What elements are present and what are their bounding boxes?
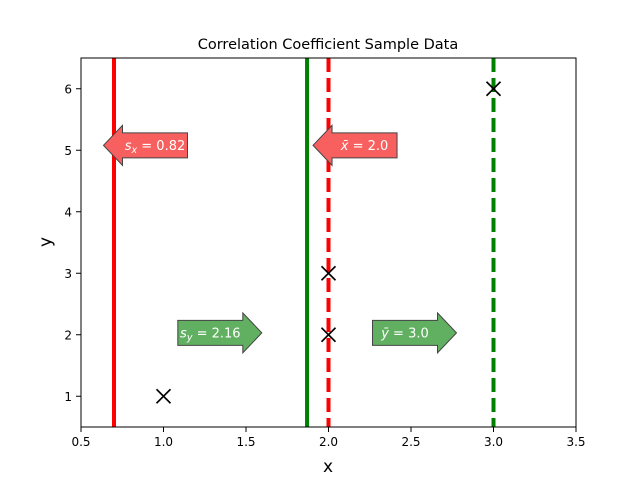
annotation-arrow-3: sy = 2.16 (177, 311, 263, 355)
annotation-arrow-shape (372, 311, 458, 355)
annotation-label: x̄ = 2.0 (340, 139, 389, 154)
y-tick-label: 1 (64, 390, 72, 404)
data-point-4 (485, 81, 502, 97)
x-axis-label: x (323, 457, 333, 477)
x-tick-label: 1.5 (236, 435, 255, 449)
x-tick-label: 3.5 (566, 435, 585, 449)
annotation-arrow-shape (177, 311, 263, 355)
annotation-label: sx = 0.82 (125, 139, 186, 156)
y-tick-label: 5 (64, 144, 72, 158)
data-point-2 (320, 327, 337, 343)
annotation-arrow-2: x̄ = 2.0 (312, 124, 398, 167)
x-tick-label: 1.0 (154, 435, 173, 449)
annotation-label: sy = 2.16 (180, 326, 241, 343)
x-tick-label: 2.5 (401, 435, 420, 449)
chart-title: Correlation Coefficient Sample Data (198, 37, 459, 53)
y-tick-label: 3 (64, 267, 72, 281)
annotation-arrow-shape (312, 124, 398, 167)
x-tick-label: 2.0 (319, 435, 338, 449)
annotation-label: ȳ = 3.0 (380, 326, 429, 341)
y-axis-label: y (36, 237, 56, 247)
annotation-arrow-4: ȳ = 3.0 (372, 311, 458, 355)
x-tick-label: 0.5 (71, 435, 90, 449)
annotation-arrow-shape (102, 124, 188, 167)
data-point-3 (320, 265, 337, 281)
x-tick-label: 3.0 (484, 435, 503, 449)
y-tick-label: 6 (64, 82, 72, 96)
data-point-1 (155, 388, 172, 404)
annotation-arrow-1: sx = 0.82 (102, 124, 188, 167)
y-tick-label: 4 (64, 205, 72, 219)
y-tick-label: 2 (64, 328, 72, 342)
